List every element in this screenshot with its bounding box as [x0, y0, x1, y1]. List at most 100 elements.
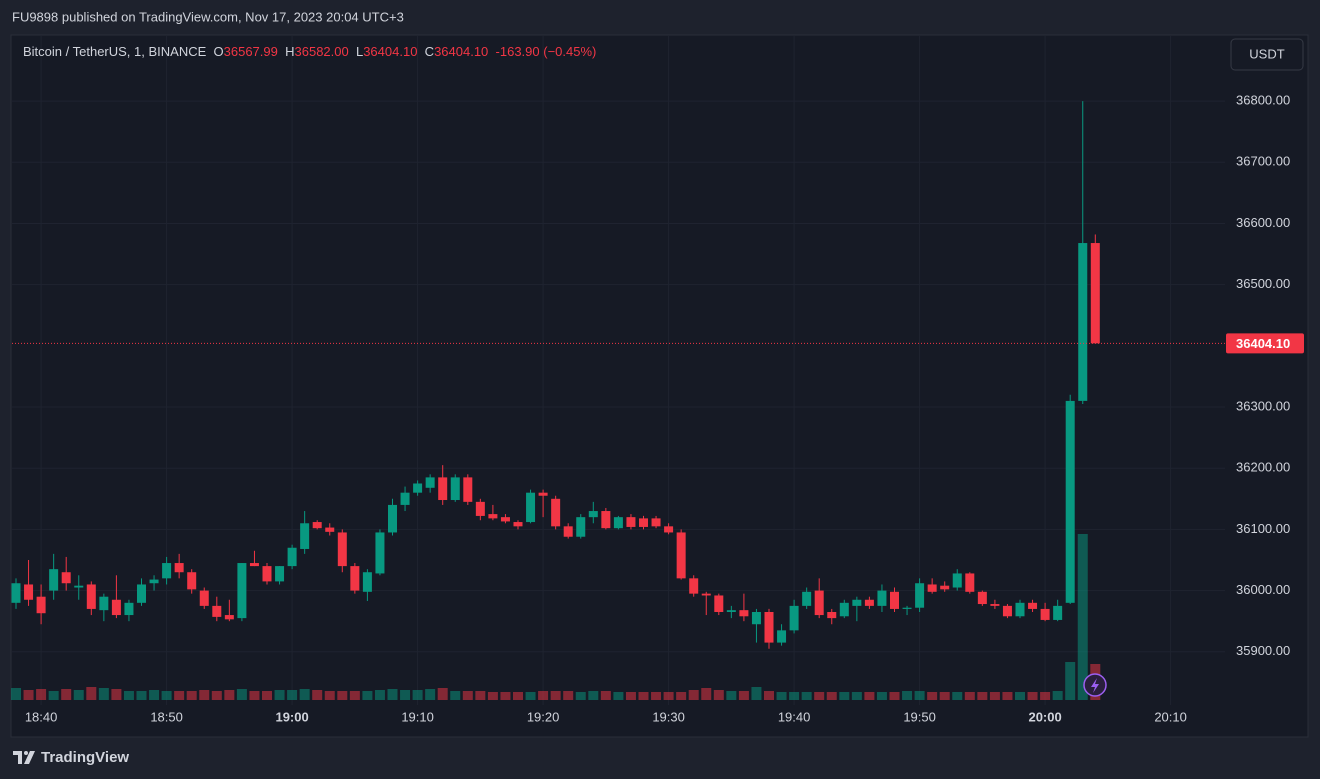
candle-body	[362, 572, 372, 592]
candle-body	[613, 517, 623, 529]
volume-bar	[73, 690, 84, 700]
volume-bar	[186, 691, 197, 700]
volume-bar	[224, 690, 235, 700]
candle-body	[764, 611, 774, 643]
l-label: L	[355, 44, 364, 59]
candle-body	[651, 518, 661, 527]
candle-body	[952, 573, 962, 588]
logo-text: TradingView	[41, 749, 129, 766]
volume-bar	[600, 691, 611, 700]
candle-body	[526, 492, 536, 523]
last-price-tag	[1226, 333, 1304, 354]
volume-bar	[48, 691, 59, 700]
candle-body	[413, 483, 423, 493]
l-value: 36404.10	[363, 44, 418, 59]
volume-bar	[1015, 692, 1025, 700]
change: -163.90 (−0.45%)	[495, 44, 597, 59]
candle-body	[287, 547, 297, 567]
candle-body	[689, 578, 699, 594]
x-tick-label: 19:20	[527, 709, 560, 724]
volume-bar	[374, 690, 385, 700]
c-label: C	[424, 44, 435, 59]
volume-bar	[713, 690, 724, 700]
volume-bar	[475, 691, 486, 700]
logo-dot	[24, 751, 28, 755]
x-tick-label: 18:40	[25, 709, 58, 724]
volume-bar	[952, 692, 963, 700]
candle-body	[890, 591, 899, 609]
candle-body	[940, 585, 950, 590]
candle-body	[450, 477, 460, 501]
y-tick-label: 35900.00	[1236, 643, 1290, 658]
candle-body	[325, 527, 335, 532]
volume-bar	[738, 691, 749, 700]
symbol-legend: Bitcoin / TetherUS, 1, BINANCE O36567.99…	[23, 44, 596, 59]
candle-body	[312, 522, 322, 529]
volume-bar	[914, 691, 925, 700]
candle-body	[576, 517, 586, 537]
candle-body	[24, 584, 34, 600]
candle-body	[827, 611, 837, 619]
candle-body	[174, 563, 184, 573]
volume-bar	[563, 691, 574, 700]
x-tick-label: 18:50	[150, 709, 183, 724]
y-tick-label: 36700.00	[1236, 154, 1290, 169]
candle-body	[249, 563, 259, 567]
candle-body	[36, 596, 46, 614]
volume-bar	[136, 691, 147, 700]
alert-icon-bolt	[1091, 678, 1099, 693]
volume-bar	[199, 690, 210, 700]
volume-bar	[1040, 692, 1051, 700]
volume-bar	[174, 691, 185, 700]
candle-body	[11, 583, 21, 603]
volume-bar	[676, 692, 687, 700]
symbol: Bitcoin / TetherUS, 1, BINANCE	[23, 44, 207, 59]
candle-body	[588, 511, 598, 518]
candle-body	[965, 573, 975, 592]
volume-bar	[663, 692, 674, 700]
x-tick-label: 20:10	[1154, 709, 1187, 724]
candle-body	[538, 492, 548, 496]
tradingview-logo	[13, 751, 35, 764]
volume-bar	[851, 692, 862, 700]
last-price-label: 36404.10	[1236, 336, 1290, 351]
candle-body	[1015, 602, 1025, 617]
h-value: 36582.00	[294, 44, 349, 59]
candle-body	[563, 526, 573, 537]
volume-bar	[1002, 692, 1013, 700]
volume-bar	[362, 691, 373, 700]
volume-bar	[400, 690, 411, 700]
x-tick-label: 19:50	[903, 709, 936, 724]
candle-body	[814, 590, 824, 616]
volume-bar	[387, 689, 398, 700]
volume-bar	[287, 690, 298, 700]
volume-bar	[11, 688, 21, 700]
volume-bar	[23, 690, 34, 700]
candle-body	[463, 477, 473, 502]
volume-bar	[262, 691, 272, 700]
volume-bar	[876, 692, 887, 700]
candle-body	[49, 569, 59, 591]
volume-bar	[588, 691, 599, 700]
volume-bar	[902, 691, 913, 700]
o-value: 36567.99	[223, 44, 278, 59]
y-tick-label: 36300.00	[1236, 398, 1290, 413]
volume-bar	[161, 691, 172, 700]
volume-bar	[989, 692, 1000, 700]
candle-body	[990, 604, 1000, 606]
volume-bar	[1052, 691, 1063, 700]
currency-button[interactable]	[1230, 38, 1304, 71]
candle-body	[337, 532, 347, 567]
volume-bar	[1027, 692, 1038, 700]
o-label: O	[213, 44, 224, 59]
volume-bar	[98, 688, 109, 700]
candle-body	[438, 477, 448, 501]
publish-header: FU9898 published on TradingView.com, Nov…	[12, 9, 404, 24]
volume-bar	[337, 691, 348, 700]
volume-bar	[701, 688, 712, 700]
candle-body	[124, 602, 134, 616]
candle-body	[149, 579, 159, 584]
candle-body	[262, 566, 272, 582]
candle-body	[902, 607, 912, 609]
